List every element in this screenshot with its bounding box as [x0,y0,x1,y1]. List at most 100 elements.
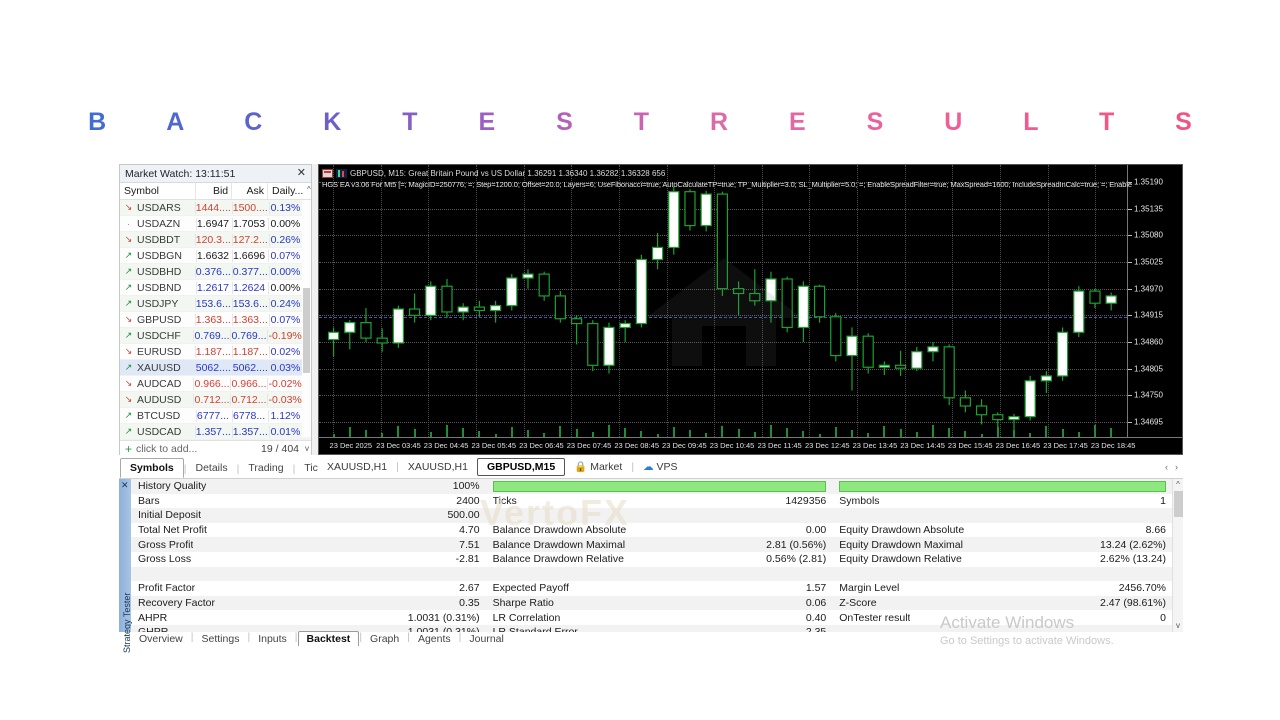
tester-tab-agents[interactable]: Agents [417,633,451,645]
prev-tab-icon[interactable]: ‹ [1165,461,1168,472]
price-chart[interactable]: GBPUSD, M15: Great Britain Pound vs US D… [318,164,1183,455]
market-watch-row[interactable]: ↗ USDCAD 1.357... 1.357... 0.01% [120,424,311,440]
market-watch-row[interactable]: ↗ BTCUSD 6777... 6778... 1.12% [120,408,311,424]
column-header-ask[interactable]: Ask [231,183,267,199]
metric-value: 0.35 [459,597,480,610]
chart-tab-xauusd-h1[interactable]: XAUUSD,H1 [407,460,468,473]
tester-tab-journal[interactable]: Journal [469,633,504,645]
tester-tab-overview[interactable]: Overview [139,633,183,645]
price-axis-label: 1.35025 [1134,257,1163,267]
table-row[interactable]: Gross Loss -2.81 Balance Drawdown Relative… [131,552,1172,567]
market-watch-row[interactable]: ↗ USDBGN 1.6632 1.6696 0.07% [120,248,311,264]
market-watch-row[interactable]: ↗ XAUUSD 5062.... 5062.... 0.03% [120,360,311,376]
bid-cell: 1.2617 [195,281,232,294]
add-symbol-label: click to add... [136,442,198,455]
bid-cell: 0.769... [193,329,230,342]
gridline-vertical [1047,165,1049,437]
price-axis[interactable]: 1.35190 1.35135 1.35080 1.35025 1.34970 1.349… [1127,165,1182,437]
market-watch-row[interactable]: ↗ USDJPY 153.6... 153.6... 0.24% [120,296,311,312]
daily-change-cell: 0.00% [268,265,304,278]
market-watch-row[interactable]: ↘ USDBDT 120.3... 127.2... 0.26% [120,232,311,248]
scrollbar-thumb[interactable] [1174,491,1183,517]
tab-separator: | [359,631,363,643]
market-watch-row[interactable]: ↘ GBPUSD 1.363... 1.363... 0.07% [120,312,311,328]
table-row[interactable]: Gross Profit 7.51 Balance Drawdown Maximal… [131,537,1172,552]
table-row[interactable]: Bars 2400 Ticks 1429356 Symbols 1 [131,494,1172,509]
market-watch-titlebar: Market Watch: 13:11:51 ✕ [120,165,311,183]
volume-bar [850,430,853,437]
gridline-vertical [761,165,763,437]
market-watch-row[interactable]: · USDAZN 1.6947 1.7053 0.00% [120,216,311,232]
tester-tab-settings[interactable]: Settings [201,633,240,645]
tab-details[interactable]: Details [195,462,228,474]
gridline-vertical [904,165,906,437]
market-watch-scrollbar[interactable] [302,200,311,437]
time-axis-label: 23 Dec 09:45 [662,441,707,450]
market-watch-add-row[interactable]: + click to add... 19 / 404 v [120,440,311,456]
time-axis[interactable]: 23 Dec 2025 23 Dec 03:45 23 Dec 04:45 23 De… [319,437,1182,454]
scroll-up-icon[interactable]: ^ [307,185,311,194]
table-row[interactable]: Total Net Profit 4.70 Balance Drawdown Abs… [131,523,1172,538]
volume-bar [834,427,837,437]
metric-value: 100% [452,480,480,493]
scroll-down-icon[interactable]: v [305,444,309,453]
trend-up-icon: ↗ [124,362,133,372]
table-row[interactable]: Profit Factor 2.67 Expected Payoff 1.57 Marg… [131,581,1172,596]
tester-scrollbar[interactable]: ^ v [1172,479,1183,632]
ask-cell: 1.6696 [232,249,268,262]
market-watch-row[interactable]: ↘ AUDUSD 0.712... 0.712... -0.03% [120,392,311,408]
table-cell: Balance Drawdown Relative 0.56% (2.81) [486,552,833,567]
tester-tab-graph[interactable]: Graph [370,633,400,645]
chart-tab-gbpusd-m15[interactable]: GBPUSD,M15 [476,457,566,476]
ask-cell: 1.2624 [232,281,268,294]
scroll-down-icon[interactable]: v [1176,621,1180,630]
table-cell [486,567,833,582]
market-watch-row[interactable]: ↗ USDBND 1.2617 1.2624 0.00% [120,280,311,296]
volume-bar [413,429,416,437]
volume-bar [1077,432,1080,437]
table-cell: Symbols 1 [832,494,1172,509]
next-tab-icon[interactable]: › [1175,461,1178,472]
symbol-name: USDAZN [137,217,181,230]
close-icon[interactable]: ✕ [121,480,129,490]
symbol-cell: ↗ USDBGN [120,250,196,262]
tab-trading[interactable]: Trading [248,462,284,474]
trend-up-icon: ↗ [124,410,133,420]
table-row[interactable]: AHPR 1.0031 (0.31%) LR Correlation 0.40 OnTe… [131,610,1172,625]
table-row[interactable]: GHPR 1.0031 (0.31%) LR Standard Error 2.35 [131,624,1172,632]
close-icon[interactable]: ✕ [296,167,306,179]
volume-bar [1093,425,1096,437]
table-row[interactable]: Initial Deposit 500.00 [131,508,1172,523]
metric-label: Bars [138,494,160,507]
trend-down-icon: ↘ [124,234,133,244]
ask-cell: 6778... [232,409,268,422]
chart-plot-area[interactable] [319,165,1127,437]
market-watch-row[interactable]: ↘ EURUSD 1.187... 1.187... 0.02% [120,344,311,360]
time-axis-label: 23 Dec 04:45 [423,441,469,450]
tester-tab-inputs[interactable]: Inputs [258,633,287,645]
column-header-bid[interactable]: Bid [195,183,231,199]
market-watch-row[interactable]: ↗ USDCHF 0.769... 0.769... -0.19% [120,328,311,344]
table-row[interactable] [131,566,1172,582]
chart-tab-market[interactable]: 🔒 Market [574,461,623,473]
market-watch-row[interactable]: ↘ AUDCAD 0.966... 0.966... -0.02% [120,376,311,392]
chart-tab-xauusd-h1[interactable]: XAUUSD,H1 [327,460,388,473]
tester-tab-backtest[interactable]: Backtest [297,631,360,646]
gridline-vertical [952,165,954,437]
table-cell: Equity Drawdown Maximal 13.24 (2.62%) [832,537,1172,552]
column-header-daily[interactable]: Daily... [267,183,303,199]
scroll-up-icon[interactable]: ^ [1176,480,1180,489]
daily-change-cell: 1.12% [268,409,303,422]
time-axis-label: 23 Dec 10:45 [709,441,755,450]
table-cell [131,567,486,582]
chart-tab-vps[interactable]: ☁ VPS [643,460,678,473]
tab-symbols[interactable]: Symbols [120,458,184,478]
cloud-icon: ☁ [643,460,654,473]
table-row[interactable]: History Quality 100% [131,479,1172,494]
market-watch-row[interactable]: ↗ USDBHD 0.376... 0.377... 0.00% [120,264,311,280]
table-row[interactable]: Recovery Factor 0.35 Sharpe Ratio 0.06 Z-Sco… [131,595,1172,611]
scrollbar-thumb[interactable] [303,288,310,373]
metric-value: 7.51 [459,538,480,551]
market-watch-row[interactable]: ↘ USDARS 1444.... 1500.... 0.13% [120,200,311,216]
column-header-symbol[interactable]: Symbol [124,185,160,197]
